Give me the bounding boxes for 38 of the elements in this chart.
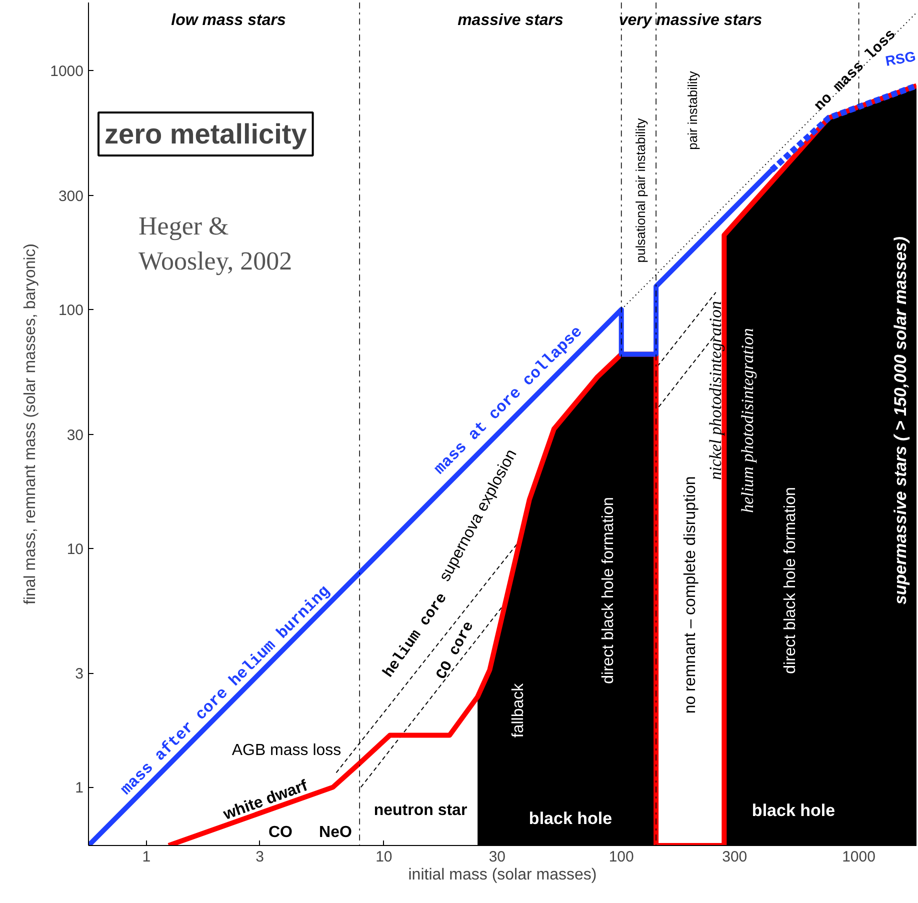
x-axis-title: initial mass (solar masses) xyxy=(408,866,597,884)
x-tick-label: 10 xyxy=(376,848,392,866)
x-tick-label: 100 xyxy=(608,848,634,866)
y-tick-label: 300 xyxy=(58,188,84,206)
x-tick-label: 30 xyxy=(488,848,506,866)
x-tick-label: 1 xyxy=(142,848,151,866)
annotation: black hole xyxy=(528,809,612,828)
y-tick-label: 30 xyxy=(66,426,84,444)
y-tick-label: 100 xyxy=(58,302,84,320)
y-tick-label: 1 xyxy=(75,780,84,797)
annotation: AGB mass loss xyxy=(232,742,342,759)
x-tick-label: 300 xyxy=(722,848,748,866)
annotation: pair instability xyxy=(685,70,700,150)
x-tick-label: 3 xyxy=(256,848,264,866)
annotation: very massive stars xyxy=(618,12,762,29)
annotation: black hole xyxy=(752,801,836,820)
annotation: neutron star xyxy=(374,802,468,819)
annotation: helium photodisintegration xyxy=(738,328,757,513)
y-tick-label: 10 xyxy=(66,540,84,558)
annotation: fallback xyxy=(510,682,527,738)
y-tick-label: 3 xyxy=(75,666,84,683)
annotation: pulsational pair instability xyxy=(633,118,648,263)
annotation: no remnant – complete disruption xyxy=(682,476,699,714)
y-axis-title: final mass, remnant mass (solar masses, baryonic) xyxy=(22,244,40,604)
annotation: Heger & Woosley, 2002 xyxy=(138,212,292,276)
annotation: nickel photodisintegration xyxy=(706,301,725,480)
annotation: supermassive stars ( > 150,000 solar masses) xyxy=(891,236,910,605)
annotation: CO core xyxy=(433,618,478,682)
text: zero metallicity xyxy=(104,118,308,150)
annotation: low mass stars xyxy=(171,12,286,29)
x-tick-label: 1000 xyxy=(842,848,876,866)
annotation: white dwarf xyxy=(220,777,310,824)
annotation: direct black hole formation xyxy=(782,487,799,674)
annotation: massive stars xyxy=(458,12,564,29)
annotation: CO xyxy=(268,824,292,841)
y-tick-label: 1000 xyxy=(50,63,84,80)
annotation: NeO xyxy=(319,824,352,841)
annotation: direct black hole formation xyxy=(600,497,617,684)
